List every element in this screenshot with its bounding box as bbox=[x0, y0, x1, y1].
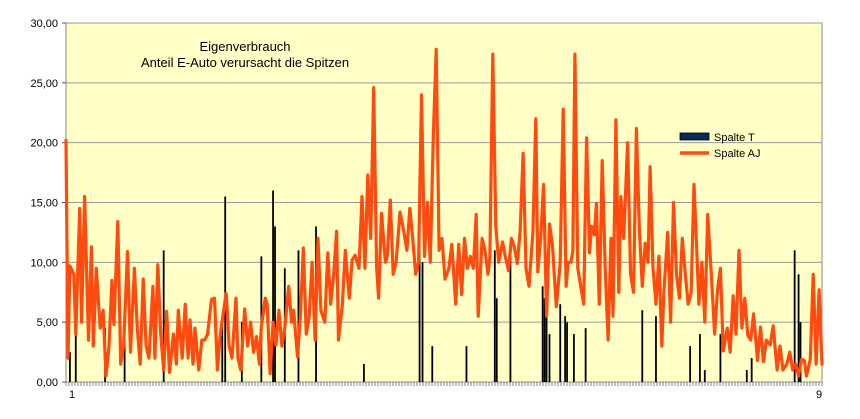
bar bbox=[543, 298, 546, 382]
y-tick-label: 5,00 bbox=[37, 317, 58, 329]
series-line bbox=[64, 47, 824, 378]
y-tick-label: 25,00 bbox=[30, 78, 58, 90]
bar bbox=[573, 334, 575, 382]
bar bbox=[584, 328, 587, 382]
x-tick-label: 9 bbox=[816, 389, 822, 401]
bar bbox=[799, 322, 802, 382]
legend-label: Spalte AJ bbox=[714, 148, 760, 160]
y-tick-label: 15,00 bbox=[30, 198, 58, 210]
bar bbox=[418, 250, 421, 382]
y-tick-label: 10,00 bbox=[30, 257, 58, 269]
bar bbox=[69, 352, 71, 382]
bar bbox=[272, 190, 274, 382]
chart-subtitle: Anteil E-Auto verursacht die Spitzen bbox=[141, 55, 349, 70]
bar bbox=[641, 310, 644, 382]
bar bbox=[363, 364, 365, 382]
bar bbox=[689, 346, 692, 382]
chart-title: Eigenverbrauch bbox=[199, 39, 290, 54]
bar bbox=[719, 334, 722, 382]
bar bbox=[495, 298, 498, 382]
bar bbox=[221, 316, 224, 382]
bar bbox=[699, 334, 701, 382]
bar bbox=[566, 322, 568, 382]
bar bbox=[431, 346, 434, 382]
bar bbox=[745, 370, 748, 382]
bar bbox=[548, 334, 551, 382]
bar bbox=[274, 226, 276, 382]
bar bbox=[123, 340, 126, 382]
y-tick-label: 30,00 bbox=[30, 18, 58, 30]
x-tick-label: 1 bbox=[69, 389, 75, 401]
bar bbox=[297, 250, 300, 382]
bar bbox=[793, 250, 796, 382]
bar bbox=[797, 274, 800, 382]
legend-label: Spalte T bbox=[714, 132, 755, 144]
y-tick-label: 20,00 bbox=[30, 138, 58, 150]
bar bbox=[703, 370, 706, 382]
y-tick-label: 0,00 bbox=[37, 377, 58, 389]
bar bbox=[655, 316, 657, 382]
bar bbox=[493, 250, 496, 382]
legend: Spalte T Spalte AJ bbox=[679, 132, 760, 160]
bar bbox=[750, 358, 753, 382]
bar bbox=[74, 334, 77, 382]
bar bbox=[465, 346, 468, 382]
bar bbox=[541, 286, 544, 382]
legend-swatch bbox=[679, 132, 710, 141]
bar bbox=[421, 262, 424, 382]
series-lines bbox=[64, 47, 824, 378]
bar bbox=[564, 316, 567, 382]
bar bbox=[224, 196, 227, 382]
bar bbox=[545, 316, 548, 382]
bar bbox=[559, 304, 562, 382]
bar bbox=[162, 250, 165, 382]
y-axis-ticks: 0,00 5,00 10,00 15,00 20,00 25,00 30,00 bbox=[30, 18, 66, 389]
bar bbox=[509, 256, 512, 382]
